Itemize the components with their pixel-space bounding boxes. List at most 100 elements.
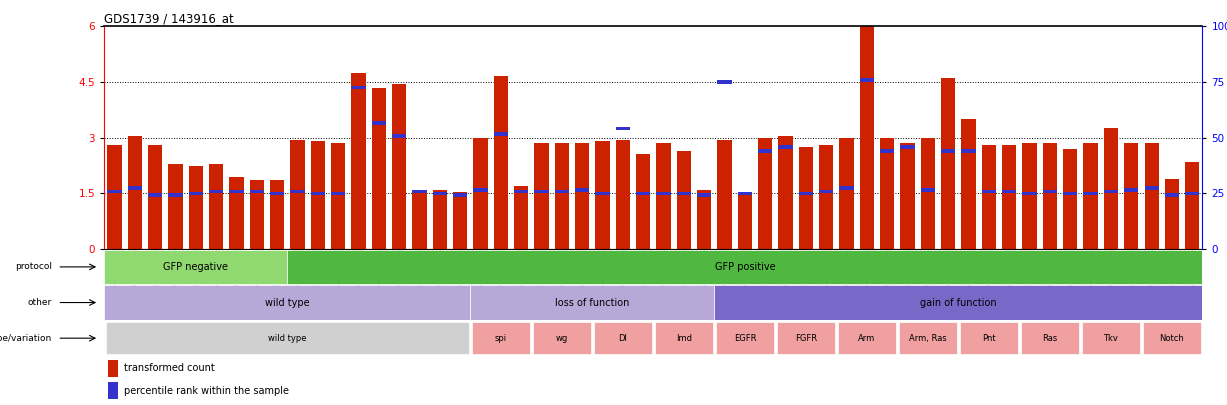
- Text: gain of function: gain of function: [920, 298, 996, 307]
- Bar: [595, 141, 610, 249]
- Bar: [920, 188, 935, 192]
- Bar: [1021, 322, 1080, 354]
- Bar: [351, 86, 366, 90]
- Text: GDS1739 / 143916_at: GDS1739 / 143916_at: [104, 12, 234, 25]
- Bar: [1164, 194, 1179, 197]
- Bar: [941, 149, 956, 153]
- Bar: [920, 138, 935, 249]
- Bar: [433, 192, 447, 195]
- Bar: [189, 166, 202, 249]
- Bar: [880, 138, 894, 249]
- Bar: [291, 140, 304, 249]
- Bar: [982, 190, 996, 194]
- Bar: [860, 78, 874, 82]
- Bar: [1063, 192, 1077, 195]
- Bar: [168, 194, 183, 197]
- Bar: [453, 194, 467, 197]
- Bar: [982, 145, 996, 249]
- Bar: [474, 188, 487, 192]
- Bar: [229, 177, 244, 249]
- Bar: [636, 192, 650, 195]
- Bar: [108, 382, 118, 399]
- Bar: [839, 138, 854, 249]
- Bar: [1022, 192, 1037, 195]
- Bar: [1083, 192, 1098, 195]
- Text: Notch: Notch: [1160, 334, 1184, 343]
- Bar: [1022, 143, 1037, 249]
- Bar: [714, 286, 1202, 320]
- Bar: [535, 143, 548, 249]
- Text: Dl: Dl: [618, 334, 627, 343]
- Bar: [636, 154, 650, 249]
- Bar: [229, 190, 244, 194]
- Text: GFP positive: GFP positive: [714, 262, 775, 272]
- Bar: [104, 249, 1202, 268]
- Bar: [493, 77, 508, 249]
- Text: wild type: wild type: [265, 298, 309, 307]
- Bar: [575, 188, 589, 192]
- Bar: [148, 145, 162, 249]
- Bar: [1124, 143, 1139, 249]
- Bar: [860, 26, 874, 249]
- Bar: [1164, 179, 1179, 249]
- Bar: [209, 190, 223, 194]
- Bar: [107, 190, 121, 194]
- Bar: [718, 80, 731, 84]
- Bar: [1185, 162, 1200, 249]
- Text: Imd: Imd: [676, 334, 692, 343]
- Bar: [209, 164, 223, 249]
- Bar: [594, 322, 653, 354]
- Bar: [128, 186, 142, 190]
- Bar: [493, 132, 508, 136]
- Text: loss of function: loss of function: [555, 298, 629, 307]
- Bar: [595, 192, 610, 195]
- Text: Tkv: Tkv: [1103, 334, 1118, 343]
- Bar: [514, 190, 529, 194]
- Bar: [310, 141, 325, 249]
- Bar: [758, 138, 772, 249]
- Text: wild type: wild type: [267, 334, 307, 343]
- Bar: [901, 145, 914, 149]
- Bar: [799, 147, 814, 249]
- Bar: [1142, 322, 1201, 354]
- Text: percentile rank within the sample: percentile rank within the sample: [124, 386, 288, 396]
- Bar: [737, 192, 752, 195]
- Bar: [331, 192, 345, 195]
- Bar: [433, 190, 447, 249]
- Bar: [960, 322, 1018, 354]
- Text: Pnt: Pnt: [982, 334, 996, 343]
- Bar: [758, 149, 772, 153]
- Bar: [106, 322, 469, 354]
- Bar: [737, 192, 752, 249]
- Bar: [535, 190, 548, 194]
- Text: genotype/variation: genotype/variation: [0, 334, 52, 343]
- Bar: [270, 192, 285, 195]
- Bar: [189, 192, 202, 195]
- Bar: [820, 145, 833, 249]
- Bar: [656, 192, 671, 195]
- Bar: [412, 190, 427, 249]
- Bar: [799, 192, 814, 195]
- Bar: [104, 250, 287, 284]
- Bar: [372, 121, 387, 125]
- Bar: [962, 149, 975, 153]
- Text: FGFR: FGFR: [795, 334, 817, 343]
- Bar: [393, 134, 406, 138]
- Bar: [108, 360, 118, 377]
- Bar: [1104, 128, 1118, 249]
- Bar: [697, 190, 712, 249]
- Bar: [1063, 149, 1077, 249]
- Bar: [820, 190, 833, 194]
- Bar: [555, 190, 569, 194]
- Bar: [128, 136, 142, 249]
- Bar: [1083, 143, 1098, 249]
- Bar: [677, 192, 691, 195]
- Bar: [962, 119, 975, 249]
- Bar: [270, 180, 285, 249]
- Bar: [1043, 190, 1056, 194]
- Bar: [287, 250, 1202, 284]
- Text: protocol: protocol: [15, 262, 52, 271]
- Bar: [654, 322, 713, 354]
- Bar: [575, 143, 589, 249]
- Bar: [250, 180, 264, 249]
